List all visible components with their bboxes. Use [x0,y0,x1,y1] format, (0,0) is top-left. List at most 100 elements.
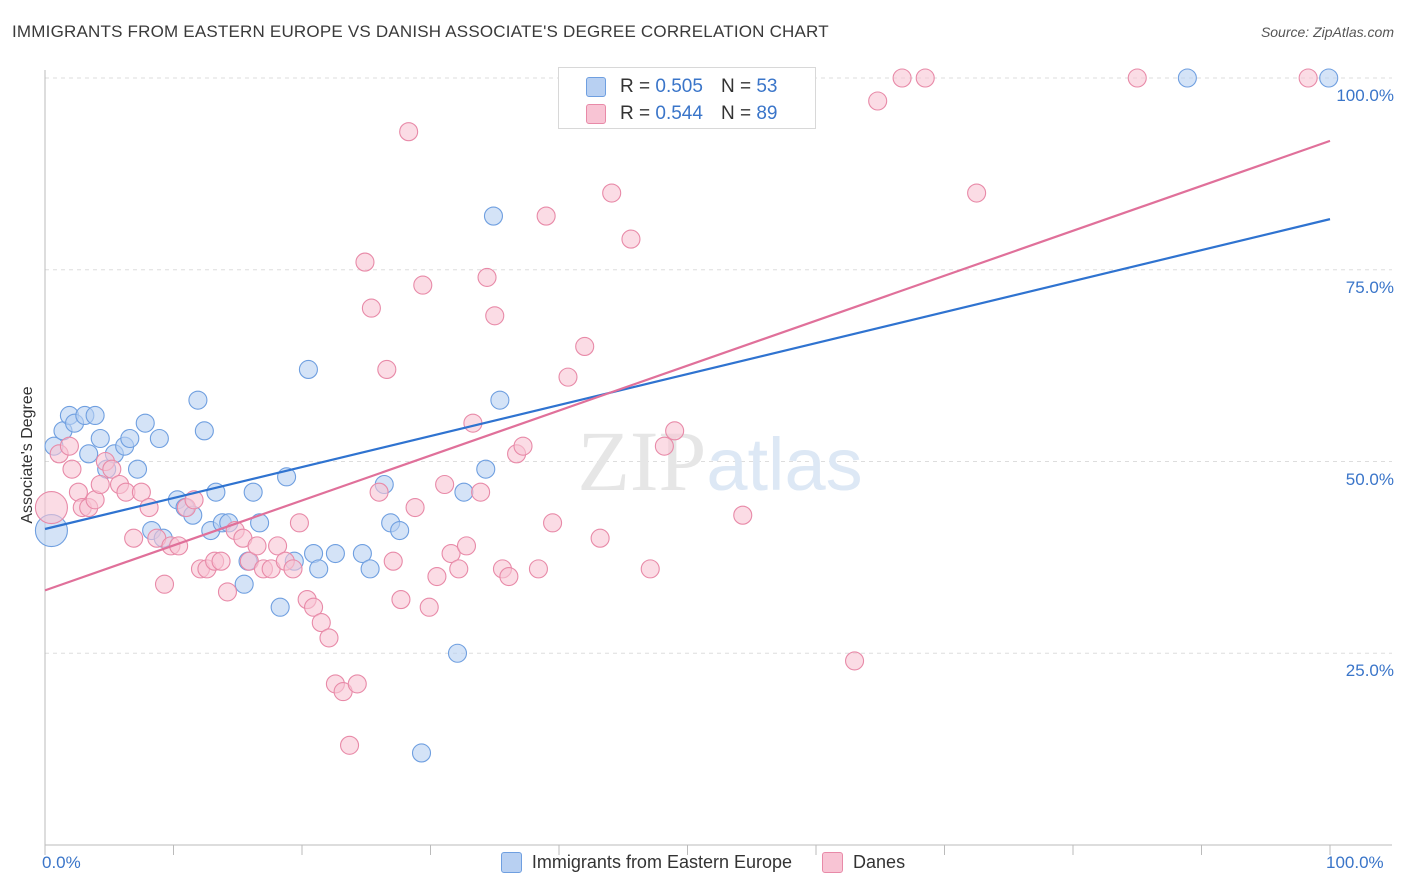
trend-lines [44,139,1331,592]
series-1-point-36 [309,559,329,579]
series-1-trend-line [44,218,1331,531]
series-2-point-67 [513,436,533,456]
series-2-point-73 [590,528,610,548]
series-2-point-47 [369,482,389,502]
legend-swatch-series-1 [500,852,522,873]
series-2-point-78 [665,421,685,441]
series-2-point-70 [543,513,563,533]
series-2-point-48 [377,359,397,380]
x-tick-label-left: 0.0% [42,853,81,872]
series-2-point-52 [405,497,425,518]
series-2-r-value: 0.544 [655,103,703,124]
series-2-point-69 [536,206,556,226]
series-2-point-8 [90,474,110,495]
series-1-point-38 [352,543,372,564]
legend-item-series-2[interactable]: Danes [822,852,905,873]
series-2-point-43 [339,735,360,755]
series-1-point-45 [454,482,474,502]
series-2-point-65 [499,566,519,587]
series-2-point-74 [602,183,622,203]
series-2-point-33 [268,536,288,556]
series-2-point-13 [124,528,144,548]
series-2-point-80 [844,651,865,671]
data-points [34,68,1339,763]
watermark-zip: ZIP [577,413,706,509]
series-1-point-44 [447,643,468,663]
watermark: ZIPatlas [577,413,862,509]
series-1-r-value: 0.505 [655,76,703,97]
series-2-point-72 [575,336,595,357]
series-2-swatch [586,104,606,124]
legend-label-series-1: Immigrants from Eastern Europe [531,852,793,872]
series-2-point-76 [640,559,660,579]
series-2-n-label: N = [720,103,752,124]
series-2-point-55 [427,566,447,587]
series-2-point-62 [477,267,497,287]
series-1-point-29 [243,482,263,502]
series-1-point-7 [85,405,105,426]
series-1-point-42 [390,520,410,541]
series-1-point-14 [135,413,155,433]
series-1-point-30 [250,513,270,533]
series-1-point-22 [194,421,214,441]
chart-source: Source: ZipAtlas.com [1260,24,1394,40]
stats-row-series-2: R = 0.544 N = 89 [559,102,777,126]
legend-item-series-1[interactable]: Immigrants from Eastern Europe [500,852,793,873]
series-2-point-21 [184,490,204,510]
series-2-point-71 [558,367,578,387]
series-1-point-34 [298,359,318,380]
series-2-point-60 [463,413,483,433]
stats-box: R = 0.505 N = 53 R = 0.544 N = 89 [558,67,816,129]
series-1-swatch [586,77,606,97]
series-2-point-46 [361,298,381,318]
series-2-point-15 [139,497,159,518]
series-1-point-43 [411,743,432,763]
series-1-point-21 [188,390,208,410]
series-2-point-56 [435,474,455,495]
series-1-point-48 [490,390,510,410]
series-1-n-value: 53 [756,76,778,97]
series-2-point-79 [733,505,753,525]
series-2-point-44 [347,674,367,694]
series-2-point-85 [1127,68,1147,88]
series-2-point-63 [485,306,505,326]
series-2-point-40 [319,628,339,648]
legend-label-series-2: Danes [853,852,906,872]
series-1-n-label: N = [720,76,752,97]
series-2-point-61 [471,482,491,502]
series-2-point-86 [1298,68,1318,88]
series-2-point-49 [383,551,403,571]
y-tick-label-0: 100.0% [1336,86,1394,105]
y-tick-label-3: 25.0% [1345,661,1394,681]
series-2-point-25 [211,551,231,571]
series-2-r-label: R = [620,103,651,124]
series-2-point-53 [413,275,433,295]
series-1-point-46 [476,459,496,479]
series-2-point-10 [102,459,122,479]
series-2-n-value: 89 [756,103,778,124]
series-1-point-39 [360,559,380,579]
series-2-point-51 [399,122,419,142]
series-2-point-17 [154,574,175,594]
series-2-point-35 [283,559,303,579]
series-2-point-84 [967,183,987,203]
series-2-point-39 [311,613,331,633]
series-2-point-58 [449,559,469,579]
series-1-point-12 [120,428,140,449]
series-2-points [34,68,1318,755]
series-2-point-81 [868,91,888,111]
series-2-point-0 [34,490,68,525]
watermark-atlas: atlas [706,423,862,506]
series-2-point-77 [654,436,674,456]
y-tick-label-2: 50.0% [1345,469,1394,489]
series-2-point-2 [59,436,79,456]
series-2-point-3 [62,459,82,479]
series-1-point-16 [149,428,169,449]
axes [44,70,1392,855]
series-1-point-31 [270,597,290,617]
series-1-point-50 [1319,68,1339,88]
series-2-point-36 [289,513,309,533]
series-2-point-38 [304,597,324,617]
legend-swatch-series-2 [822,852,844,873]
